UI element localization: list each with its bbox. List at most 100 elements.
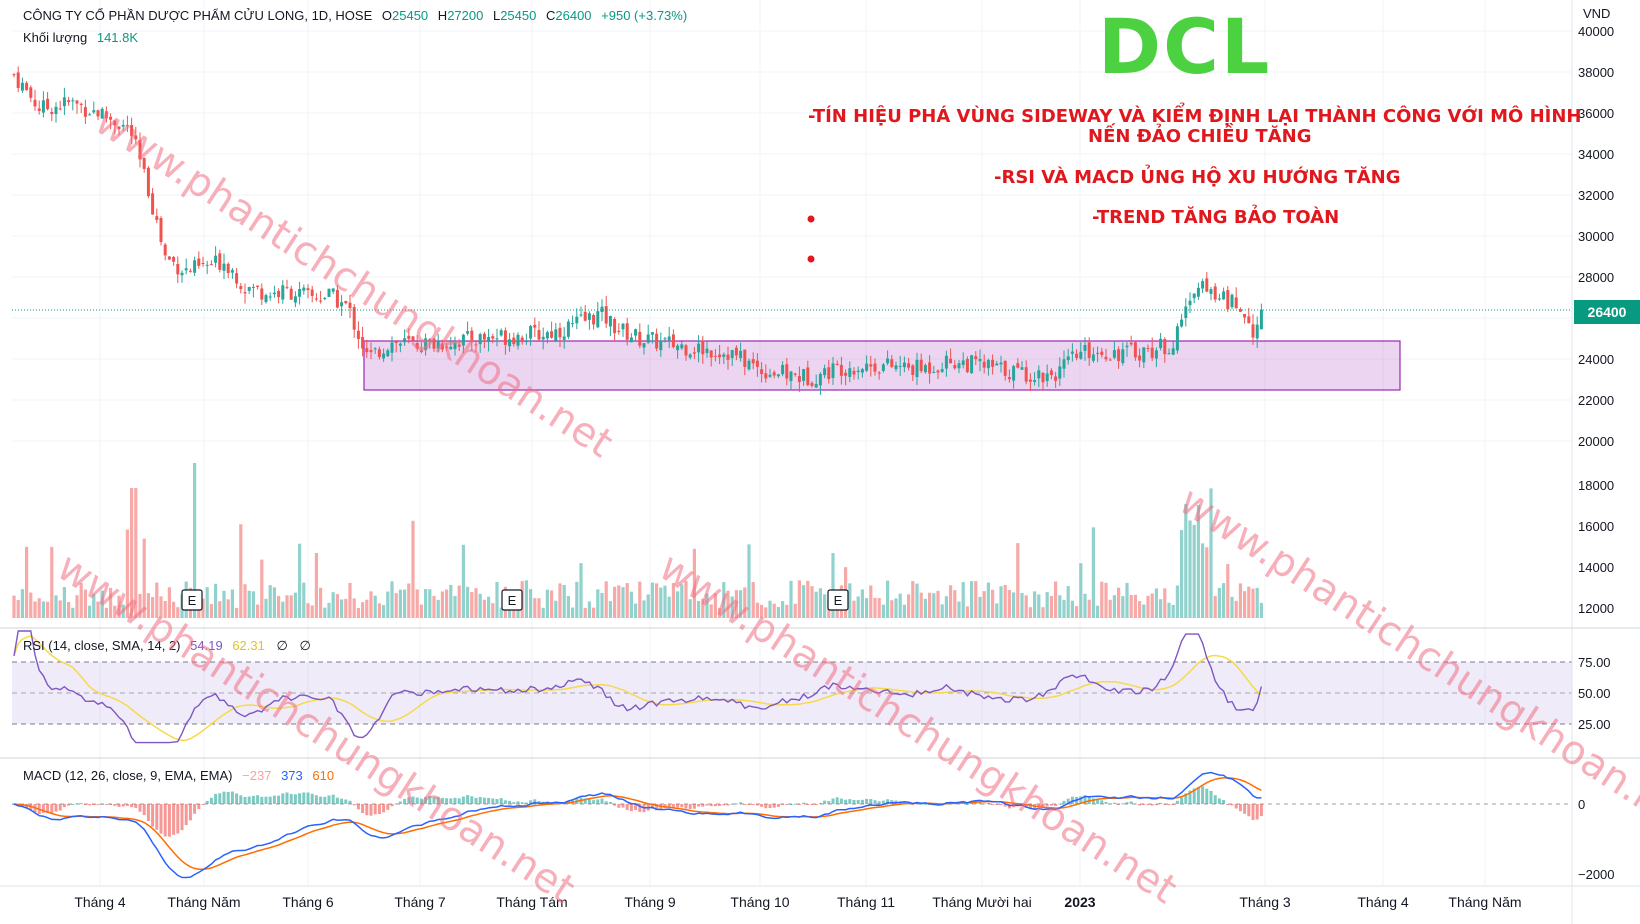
- volume-bar: [33, 601, 37, 618]
- volume-bar: [936, 590, 940, 618]
- candle: [797, 366, 801, 392]
- candle: [932, 365, 936, 374]
- candle: [709, 350, 713, 367]
- macd-hist-bar: [436, 796, 440, 804]
- volume-bar: [478, 593, 482, 618]
- macd-hist-bar: [104, 804, 108, 805]
- macd-hist-bar: [172, 804, 176, 835]
- candle: [919, 353, 923, 374]
- candle: [340, 295, 344, 316]
- macd-hist-bar: [348, 800, 352, 804]
- macd-hist-bar: [713, 804, 717, 807]
- volume-bar: [1201, 543, 1205, 618]
- macd-hist-bar: [1247, 804, 1251, 817]
- macd-hist-bar: [432, 797, 436, 804]
- volume-bar: [1058, 595, 1062, 618]
- volume-bar: [566, 596, 570, 618]
- volume-bar: [239, 524, 243, 618]
- macd-hist-bar: [449, 798, 453, 804]
- time-axis-labels[interactable]: Tháng 4 Tháng Năm Tháng 6 Tháng 7 Tháng Tám T…: [74, 894, 1521, 910]
- volume-bar: [1024, 595, 1028, 618]
- volume-bar: [970, 581, 974, 618]
- volume-bar: [1255, 587, 1259, 618]
- volume-bar: [138, 593, 142, 618]
- time-tick-label: Tháng Mười hai: [932, 894, 1031, 910]
- time-tick-label: Tháng 6: [282, 894, 334, 910]
- volume-bar: [58, 600, 62, 618]
- candle: [1213, 283, 1217, 303]
- macd-hist-bar: [1062, 800, 1066, 804]
- macd-hist-bar: [209, 797, 213, 804]
- macd-hist-bar: [1125, 802, 1129, 804]
- macd-hist-bar: [793, 803, 797, 805]
- volume-bar: [117, 595, 121, 618]
- candle: [495, 328, 499, 347]
- candle: [83, 99, 87, 124]
- macd-hist-bar: [487, 797, 491, 804]
- volume-bar: [1150, 593, 1154, 618]
- macd-hist-bar: [461, 796, 465, 804]
- candle: [923, 363, 927, 374]
- macd-hist-bar: [839, 798, 843, 804]
- volume-bar: [663, 585, 667, 618]
- macd-hist-bar: [1154, 804, 1158, 806]
- candle: [365, 339, 369, 358]
- rsi-legend[interactable]: RSI (14, close, SMA, 14, 2) 54.19 62.31 …: [23, 638, 311, 654]
- macd-hist-bar: [428, 795, 432, 804]
- macd-hist-bar: [1234, 804, 1238, 809]
- macd-hist-bar: [88, 804, 92, 806]
- macd-hist-bar: [856, 799, 860, 804]
- candle: [869, 355, 873, 377]
- macd-hist-bar: [508, 800, 512, 804]
- candle: [886, 350, 890, 366]
- macd-legend[interactable]: MACD (12, 26, close, 9, EMA, EMA) −237 3…: [23, 768, 334, 783]
- macd-hist-bar: [314, 795, 318, 804]
- volume-bar: [1154, 588, 1158, 618]
- volume-bar: [264, 598, 268, 618]
- symbol-legend[interactable]: CÔNG TY CỔ PHẦN DƯỢC PHẨM CỬU LONG, 1D, …: [23, 8, 688, 23]
- volume-bar: [781, 601, 785, 618]
- volume-bar: [676, 591, 680, 618]
- volume-bar: [608, 601, 612, 618]
- volume-bar: [848, 583, 852, 618]
- time-tick-label: Tháng Tám: [496, 894, 567, 910]
- volume-bar: [814, 591, 818, 618]
- candle: [999, 355, 1003, 373]
- candle: [1171, 341, 1175, 356]
- candle: [982, 354, 986, 374]
- macd-hist-bar: [1222, 799, 1226, 804]
- macd-hist-bar: [1217, 798, 1221, 804]
- volume-bar: [898, 593, 902, 618]
- macd-hist-bar: [781, 804, 785, 805]
- macd-hist-bar: [613, 804, 617, 806]
- price-tick-label: 12000: [1578, 601, 1614, 616]
- candle: [957, 360, 961, 374]
- candle: [424, 333, 428, 356]
- volume-bar: [445, 589, 449, 618]
- volume-bar: [621, 587, 625, 618]
- macd-hist-bar: [151, 804, 155, 827]
- candle: [46, 92, 50, 111]
- candle: [176, 256, 180, 284]
- macd-hist-bar: [1083, 795, 1087, 804]
- candle: [545, 330, 549, 344]
- candle: [298, 281, 302, 305]
- candle: [1024, 360, 1028, 385]
- volume-bar: [1138, 601, 1142, 618]
- volume-bar: [1108, 599, 1112, 618]
- volume-bar: [642, 600, 646, 618]
- macd-hist-bar: [1024, 804, 1028, 808]
- candle: [566, 319, 570, 340]
- candle: [1033, 372, 1037, 386]
- macd-hist-bar: [923, 803, 927, 805]
- candlesticks: [12, 66, 1263, 395]
- volume-bar: [214, 583, 218, 618]
- candle: [1251, 314, 1255, 345]
- candle: [201, 256, 205, 267]
- volume-legend[interactable]: Khối lượng 141.8K: [23, 30, 138, 45]
- candle: [760, 362, 764, 383]
- candle: [1226, 286, 1230, 312]
- candle: [730, 349, 734, 366]
